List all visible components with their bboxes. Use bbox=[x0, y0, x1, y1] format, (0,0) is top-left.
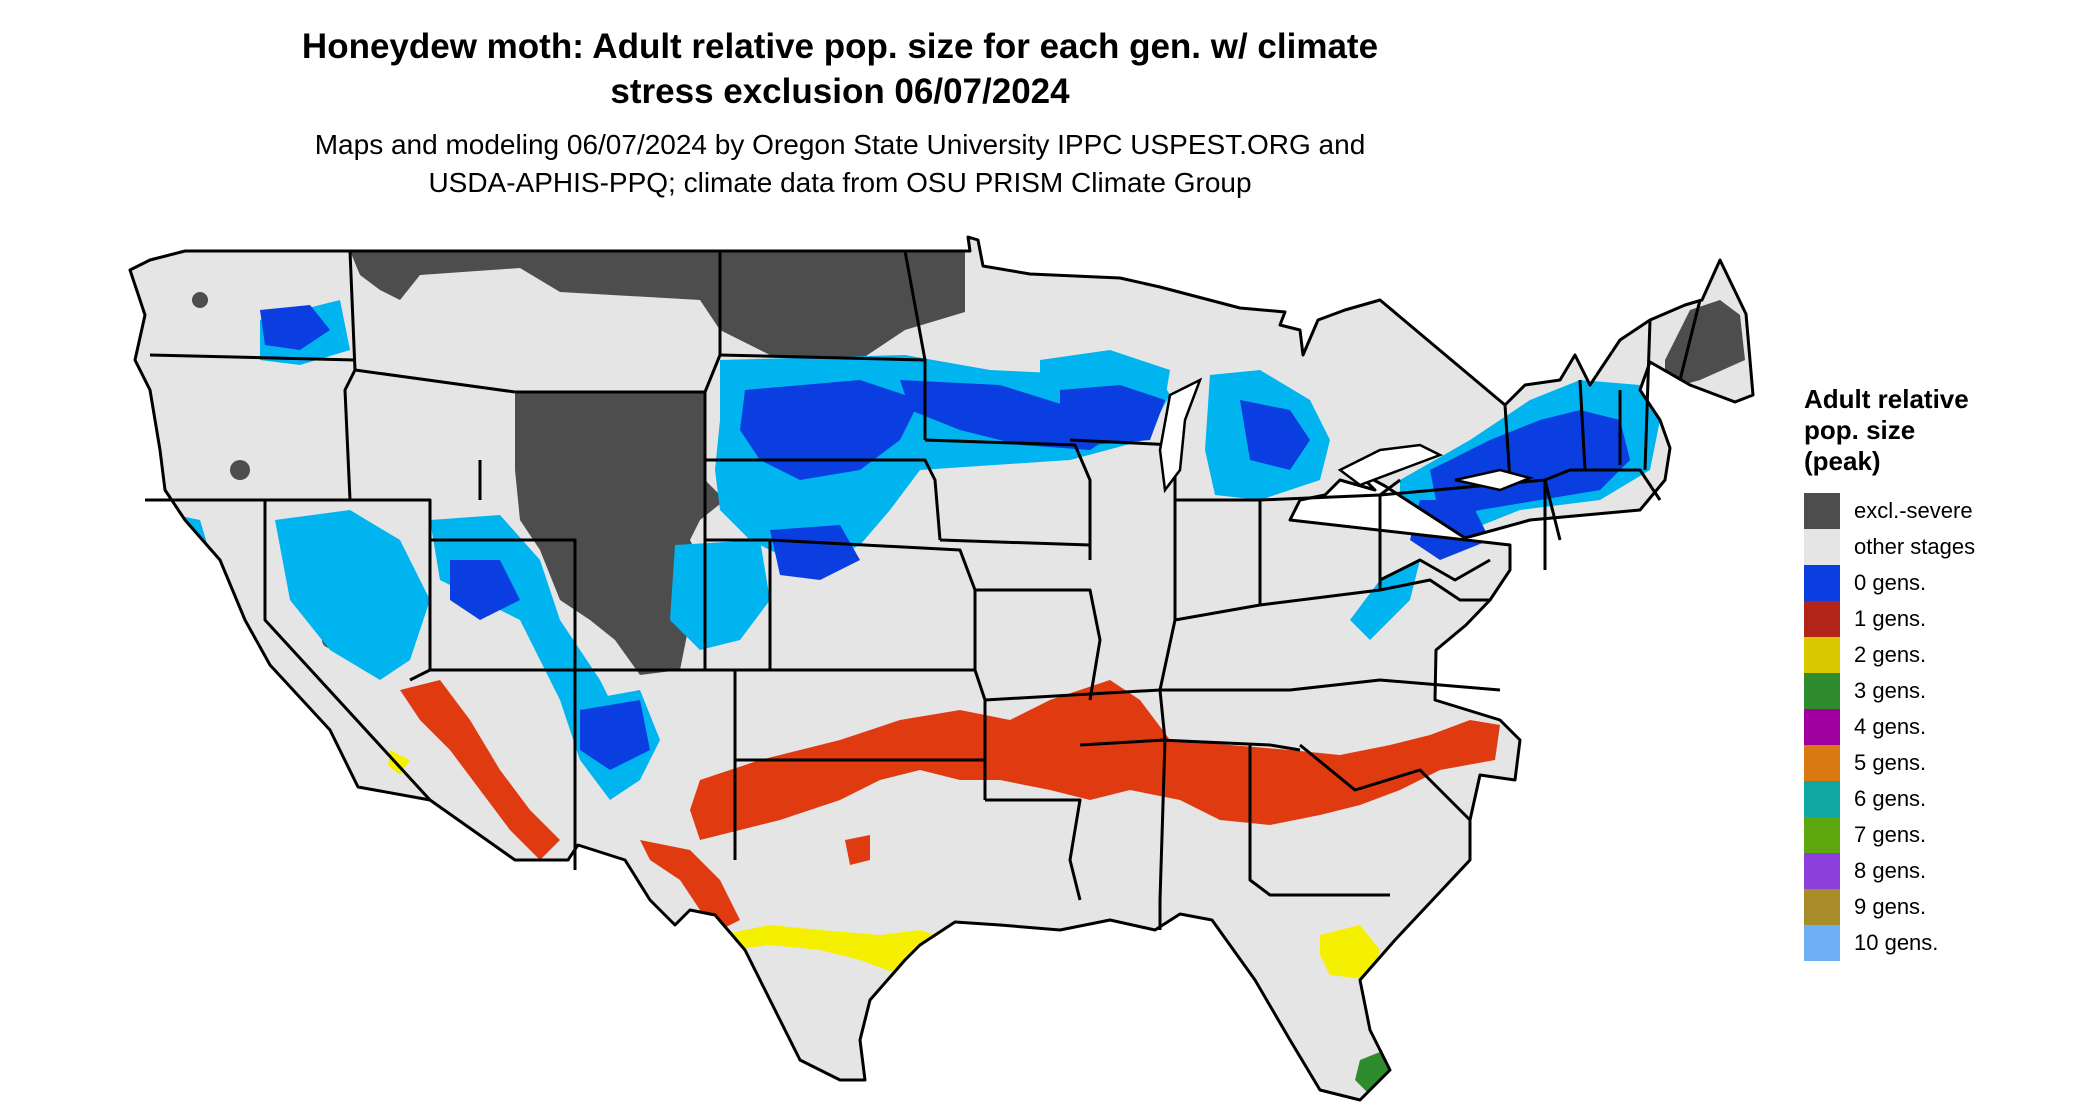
legend-items: excl.-severe other stages 0 gens. 1 gens. 2 … bbox=[1804, 493, 2064, 961]
legend-item: 2 gens. bbox=[1804, 637, 2064, 673]
legend-label: 5 gens. bbox=[1854, 750, 1927, 775]
legend-swatch bbox=[1804, 817, 1840, 853]
legend-swatch bbox=[1804, 565, 1840, 601]
legend-item: 7 gens. bbox=[1804, 817, 2064, 853]
legend-swatch bbox=[1804, 601, 1840, 637]
legend-item: excl.-severe bbox=[1804, 493, 2064, 529]
legend-item: 6 gens. bbox=[1804, 781, 2064, 817]
title-line-2: stress exclusion 06/07/2024 bbox=[610, 72, 1070, 111]
subtitle-line-1: Maps and modeling 06/07/2024 by Oregon S… bbox=[314, 129, 1366, 160]
legend-label: 8 gens. bbox=[1854, 858, 1927, 883]
legend-label: 3 gens. bbox=[1854, 678, 1927, 703]
legend-label: 6 gens. bbox=[1854, 786, 1927, 811]
great-lakes bbox=[1158, 377, 1534, 494]
legend-item: 3 gens. bbox=[1804, 673, 2064, 709]
legend-title-line-1: Adult relative bbox=[1804, 384, 1969, 414]
legend-item: 0 gens. bbox=[1804, 565, 2064, 601]
subtitle-line-2: USDA-APHIS-PPQ; climate data from OSU PR… bbox=[428, 167, 1252, 198]
legend-swatch bbox=[1804, 853, 1840, 889]
legend-label: excl.-severe bbox=[1854, 498, 1973, 523]
legend-item: other stages bbox=[1804, 529, 2064, 565]
legend-item: 5 gens. bbox=[1804, 745, 2064, 781]
legend-label: other stages bbox=[1854, 534, 1976, 559]
legend-label: 2 gens. bbox=[1854, 642, 1927, 667]
legend-swatch bbox=[1804, 925, 1840, 961]
legend-item: 4 gens. bbox=[1804, 709, 2064, 745]
legend-swatch bbox=[1804, 493, 1840, 529]
legend-label: 9 gens. bbox=[1854, 894, 1927, 919]
legend-item: 10 gens. bbox=[1804, 925, 2064, 961]
legend-swatch bbox=[1804, 781, 1840, 817]
legend-item: 9 gens. bbox=[1804, 889, 2064, 925]
legend-swatch bbox=[1804, 745, 1840, 781]
map-subtitle: Maps and modeling 06/07/2024 by Oregon S… bbox=[260, 126, 1420, 202]
legend-label: 4 gens. bbox=[1854, 714, 1927, 739]
state-boundaries bbox=[128, 235, 1755, 1102]
legend-title-line-2: pop. size bbox=[1804, 415, 1916, 445]
title-line-1: Honeydew moth: Adult relative pop. size … bbox=[301, 27, 1379, 66]
legend: Adult relative pop. size (peak) excl.-se… bbox=[1804, 384, 2064, 961]
legend-swatch bbox=[1804, 709, 1840, 745]
legend-swatch bbox=[1804, 673, 1840, 709]
legend-label: 7 gens. bbox=[1854, 822, 1927, 847]
legend-item: 1 gens. bbox=[1804, 601, 2064, 637]
legend-swatch bbox=[1804, 529, 1840, 565]
legend-label: 0 gens. bbox=[1854, 570, 1927, 595]
legend-swatch bbox=[1804, 889, 1840, 925]
legend-title: Adult relative pop. size (peak) bbox=[1804, 384, 2064, 477]
legend-label: 10 gens. bbox=[1854, 930, 1939, 955]
legend-item: 8 gens. bbox=[1804, 853, 2064, 889]
legend-swatch bbox=[1804, 637, 1840, 673]
map-title: Honeydew moth: Adult relative pop. size … bbox=[260, 24, 1420, 114]
legend-label: 1 gens. bbox=[1854, 606, 1927, 631]
legend-title-line-3: (peak) bbox=[1804, 446, 1881, 476]
